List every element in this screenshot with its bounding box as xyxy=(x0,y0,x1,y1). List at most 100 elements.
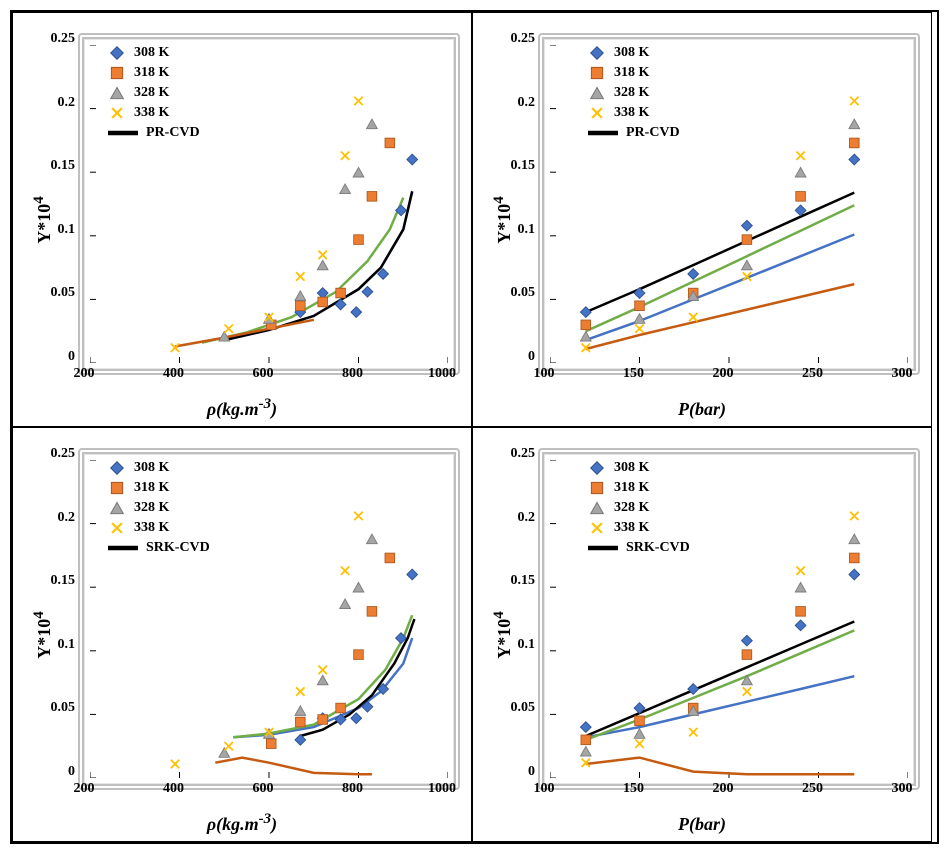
legend-label: 328 K xyxy=(134,85,169,101)
legend-label: 338 K xyxy=(134,105,169,121)
legend: 308 K318 K328 K338 KSRK-CVD xyxy=(108,458,210,558)
marker-338 xyxy=(319,666,327,674)
marker-308 xyxy=(742,220,753,231)
legend-item: 328 K xyxy=(108,498,210,518)
marker-328 xyxy=(367,119,378,129)
marker-318 xyxy=(318,715,328,725)
marker-338 xyxy=(171,344,179,352)
marker-308 xyxy=(795,620,806,631)
legend-item: 318 K xyxy=(588,478,690,498)
x-ticks: 100150200250300 xyxy=(544,781,902,801)
marker-318 xyxy=(850,553,860,563)
legend-item: 318 K xyxy=(588,63,680,83)
marker-318 xyxy=(385,553,395,563)
legend-item: 308 K xyxy=(588,43,680,63)
x-axis-label: P(bar) xyxy=(678,814,726,835)
marker-328 xyxy=(340,599,351,609)
legend: 308 K 318 K 328 K 338 K PR-CVD xyxy=(588,43,680,143)
y-ticks: 00.050.10.150.20.25 xyxy=(503,39,535,357)
legend: 308 K318 K328 K338 KSRK-CVD xyxy=(588,458,690,558)
marker-318 xyxy=(336,703,346,713)
legend-item: 328 K xyxy=(588,83,680,103)
marker-318 xyxy=(742,650,752,660)
chart-grid: Y*104ρ(kg.m-3)(E)00.050.10.150.20.252004… xyxy=(10,10,939,844)
marker-328 xyxy=(295,706,306,716)
marker-318 xyxy=(266,739,276,749)
marker-308 xyxy=(688,269,699,280)
x-axis-label: P(bar) xyxy=(678,399,726,420)
legend: 308 K 318 K 328 K 338 K PR-CVD xyxy=(108,43,200,143)
marker-328 xyxy=(219,748,230,758)
marker-308 xyxy=(580,722,591,733)
marker-308 xyxy=(407,569,418,580)
marker-318 xyxy=(635,716,645,726)
marker-328 xyxy=(580,746,591,756)
legend-item-model: PR-CVD xyxy=(108,123,200,143)
legend-item-model: PR-CVD xyxy=(588,123,680,143)
legend-label: 318 K xyxy=(614,480,649,496)
x-ticks: 100150200250300 xyxy=(544,366,902,386)
marker-338 xyxy=(354,512,362,520)
marker-308 xyxy=(742,635,753,646)
marker-328 xyxy=(742,260,753,270)
marker-318 xyxy=(796,607,806,617)
marker-318 xyxy=(796,192,806,202)
marker-338 xyxy=(796,566,804,574)
legend-label: 308 K xyxy=(134,45,169,61)
x-ticks: 2004006008001000 xyxy=(84,781,442,801)
marker-328 xyxy=(317,675,328,685)
legend-item: 318 K xyxy=(108,63,200,83)
marker-318 xyxy=(354,235,364,245)
y-ticks: 00.050.10.150.20.25 xyxy=(503,454,535,772)
marker-318 xyxy=(742,235,752,245)
marker-308 xyxy=(849,569,860,580)
marker-308 xyxy=(634,288,645,299)
marker-338 xyxy=(296,687,304,695)
marker-308 xyxy=(351,713,362,724)
model-line-338 xyxy=(215,758,372,775)
y-ticks: 00.050.10.150.20.25 xyxy=(43,39,75,357)
x-axis-label: ρ(kg.m-3) xyxy=(207,811,277,835)
marker-308 xyxy=(351,307,362,318)
marker-318 xyxy=(336,288,346,298)
marker-328 xyxy=(580,331,591,341)
marker-318 xyxy=(367,607,377,617)
legend-label: 328 K xyxy=(614,85,649,101)
marker-308 xyxy=(849,154,860,165)
legend-label: 318 K xyxy=(134,480,169,496)
y-ticks: 00.050.10.150.20.25 xyxy=(43,454,75,772)
marker-338 xyxy=(341,566,349,574)
legend-label: 338 K xyxy=(614,105,649,121)
marker-338 xyxy=(796,151,804,159)
marker-318 xyxy=(850,138,860,148)
marker-338 xyxy=(341,151,349,159)
legend-label: 318 K xyxy=(614,65,649,81)
legend-label-model: PR-CVD xyxy=(146,125,200,141)
legend-item-model: SRK-CVD xyxy=(108,538,210,558)
marker-318 xyxy=(385,138,395,148)
legend-label-model: SRK-CVD xyxy=(626,540,690,556)
marker-308 xyxy=(407,154,418,165)
panel-F: Y*104P(bar)(F)00.050.10.150.20.251001502… xyxy=(472,12,932,427)
x-axis-label: ρ(kg.m-3) xyxy=(207,396,277,420)
model-line-338 xyxy=(175,320,314,347)
marker-318 xyxy=(318,297,328,307)
model-line-328 xyxy=(224,191,412,340)
marker-338 xyxy=(635,739,643,747)
marker-308 xyxy=(335,714,346,725)
legend-label: 338 K xyxy=(134,520,169,536)
marker-328 xyxy=(317,260,328,270)
legend-item-model: SRK-CVD xyxy=(588,538,690,558)
marker-328 xyxy=(849,534,860,544)
legend-label: 338 K xyxy=(614,520,649,536)
marker-318 xyxy=(581,320,591,330)
marker-338 xyxy=(850,97,858,105)
legend-label: 318 K xyxy=(134,65,169,81)
marker-328 xyxy=(849,119,860,129)
marker-338 xyxy=(296,272,304,280)
legend-item: 308 K xyxy=(108,43,200,63)
legend-item: 328 K xyxy=(108,83,200,103)
marker-318 xyxy=(296,717,306,727)
marker-338 xyxy=(689,313,697,321)
legend-label-model: SRK-CVD xyxy=(146,540,210,556)
